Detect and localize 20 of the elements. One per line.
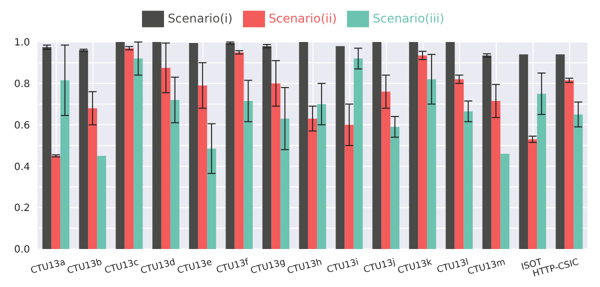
y-tick-label: 0.0 <box>14 244 30 256</box>
x-tick-label: CTU13g <box>250 258 287 276</box>
x-tick-label: CTU13j <box>362 258 397 276</box>
y-tick-label: 1.0 <box>14 38 30 49</box>
y-tick-label: 0.8 <box>14 78 30 90</box>
x-tick-label: CTU13c <box>104 258 140 276</box>
x-tick-label: CTU13a <box>30 258 67 276</box>
legend-label: Scenario(iii) <box>372 11 444 26</box>
y-tick-label: 0.4 <box>14 162 30 173</box>
legend-label: Scenario(i) <box>168 11 233 26</box>
x-tick-label: CTU13d <box>140 258 177 276</box>
x-tick-label: CTU13f <box>215 257 251 276</box>
x-tick-label: CTU13e <box>176 258 214 276</box>
x-tick-label: CTU13k <box>396 257 434 276</box>
y-tick-label: 0.2 <box>14 203 30 214</box>
legend-label: Scenario(ii) <box>268 11 337 26</box>
x-tick-label: CTU13b <box>66 258 104 276</box>
x-tick-label: CTU13h <box>286 258 324 276</box>
x-tick-label: CTU13i <box>326 258 360 276</box>
y-tick-label: 0.6 <box>14 120 30 132</box>
